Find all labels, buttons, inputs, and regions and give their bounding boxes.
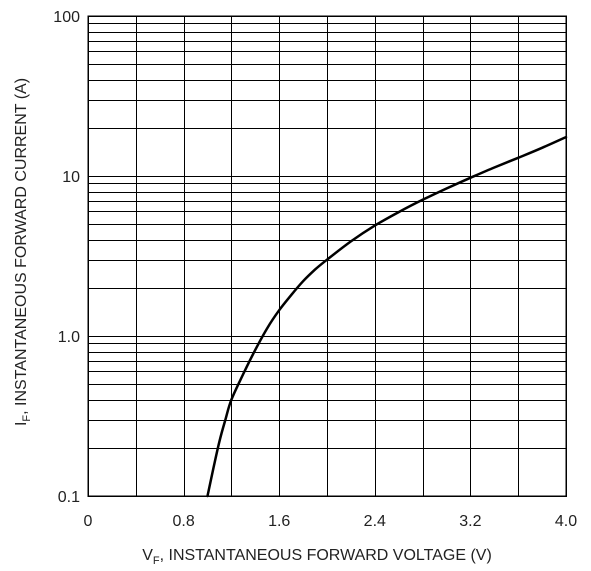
x-tick-label: 3.2 bbox=[459, 513, 481, 530]
y-axis-title: IF, INSTANTANEOUS FORWARD CURRENT (A) bbox=[13, 78, 33, 426]
x-tick-label: 4.0 bbox=[555, 513, 577, 530]
y-tick-label: 0.1 bbox=[58, 489, 80, 506]
y-tick-label: 1.0 bbox=[58, 329, 80, 346]
y-axis-title-text: , INSTANTANEOUS FORWARD CURRENT (A) bbox=[13, 78, 30, 415]
x-axis-title-symbol: V bbox=[142, 547, 153, 564]
x-axis-title-subscript: F bbox=[153, 555, 160, 567]
y-tick-label: 100 bbox=[53, 9, 80, 26]
x-axis-title-text: , INSTANTANEOUS FORWARD VOLTAGE (V) bbox=[160, 547, 492, 564]
plot-frame bbox=[87, 15, 567, 497]
x-tick-label: 0.8 bbox=[172, 513, 194, 530]
x-tick-label: 0 bbox=[84, 513, 93, 530]
x-tick-label: 1.6 bbox=[268, 513, 290, 530]
tick-labels: 0 0.8 1.6 2.4 3.2 4.0 0.1 1.0 10 100 bbox=[53, 9, 577, 530]
y-tick-label: 10 bbox=[62, 169, 80, 186]
grid bbox=[88, 16, 566, 496]
x-axis-title: VF, INSTANTANEOUS FORWARD VOLTAGE (V) bbox=[142, 547, 492, 567]
y-axis-title-symbol: I bbox=[13, 422, 30, 426]
y-axis-title-subscript: F bbox=[21, 415, 33, 422]
series-line bbox=[206, 135, 568, 498]
x-tick-label: 2.4 bbox=[364, 513, 386, 530]
